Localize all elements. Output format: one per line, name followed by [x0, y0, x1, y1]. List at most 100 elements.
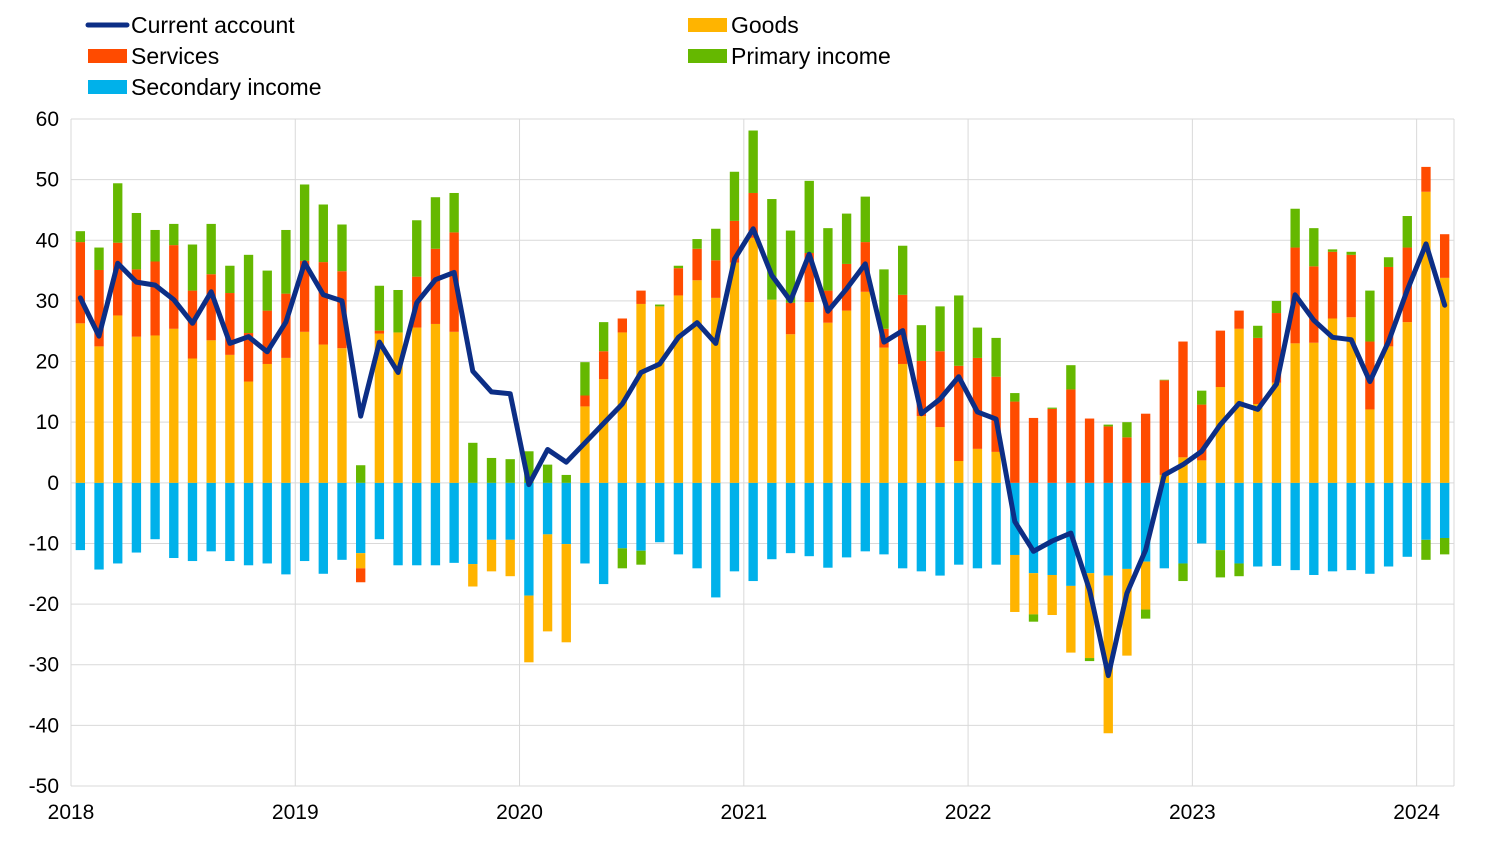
bar-services — [94, 269, 104, 347]
bar-secondary-income — [281, 482, 291, 575]
bar-goods — [524, 595, 534, 663]
bar-secondary-income — [823, 482, 833, 568]
bar-services — [113, 242, 123, 316]
bar-secondary-income — [1122, 482, 1132, 569]
bar-services — [1122, 437, 1132, 483]
bar-primary-income — [1271, 300, 1282, 314]
bar-secondary-income — [1365, 482, 1375, 574]
bar-secondary-income — [598, 482, 609, 585]
bar-services — [1084, 418, 1095, 483]
bar-primary-income — [412, 220, 422, 277]
bar-primary-income — [187, 244, 198, 291]
bar-goods — [412, 327, 422, 483]
bar-primary-income — [823, 228, 833, 291]
bar-services — [430, 248, 441, 324]
bar-primary-income — [486, 457, 497, 483]
bar-secondary-income — [1047, 482, 1057, 575]
legend-label: Secondary income — [131, 74, 322, 100]
bar-goods — [374, 333, 385, 483]
bar-primary-income — [1309, 228, 1319, 267]
bar-goods — [318, 344, 328, 483]
bar-services — [318, 262, 328, 345]
bar-goods — [879, 347, 889, 483]
legend-label: Goods — [731, 12, 799, 38]
y-tick-label: 30 — [36, 290, 59, 313]
y-tick-label: 20 — [36, 351, 59, 374]
bar-goods — [748, 237, 758, 483]
bar-secondary-income — [542, 482, 553, 535]
bar-goods — [1103, 575, 1113, 734]
bar-primary-income — [1215, 550, 1226, 578]
bar-secondary-income — [1103, 482, 1113, 576]
bar-secondary-income — [954, 482, 964, 565]
bar-secondary-income — [113, 482, 123, 564]
bar-goods — [393, 332, 403, 483]
bar-services — [1178, 341, 1188, 458]
bar-primary-income — [1402, 216, 1412, 248]
bar-primary-income — [1178, 563, 1188, 582]
bar-secondary-income — [374, 482, 385, 540]
bar-primary-income — [1197, 390, 1207, 405]
bar-goods — [785, 334, 796, 483]
bar-services — [1066, 389, 1076, 483]
bar-secondary-income — [879, 482, 889, 555]
legend-label: Current account — [131, 12, 295, 38]
bar-goods — [337, 348, 347, 483]
bar-secondary-income — [150, 482, 160, 540]
bar-primary-income — [524, 451, 534, 483]
bar-goods — [1028, 573, 1039, 615]
bar-primary-income — [561, 474, 571, 483]
bar-services — [1439, 234, 1450, 278]
bar-services — [1271, 313, 1282, 383]
y-tick-label: 50 — [36, 169, 59, 192]
bar-goods — [486, 539, 497, 572]
bar-services — [131, 269, 142, 337]
bar-secondary-income — [748, 482, 758, 582]
bar-goods — [187, 358, 198, 483]
legend-swatch-secondary-income — [88, 80, 127, 94]
bar-services — [356, 568, 366, 583]
bar-secondary-income — [299, 482, 310, 562]
bar-services — [954, 365, 964, 461]
bar-services — [1327, 251, 1338, 319]
bar-secondary-income — [1346, 482, 1356, 571]
bar-primary-income — [1028, 614, 1039, 622]
bar-goods — [243, 381, 254, 483]
bar-goods — [262, 363, 272, 483]
bar-secondary-income — [1439, 482, 1450, 538]
bar-services — [150, 261, 160, 336]
bar-goods — [1439, 277, 1450, 483]
current-account-line — [77, 226, 1448, 679]
bar-services — [673, 268, 684, 296]
bar-goods — [1140, 561, 1151, 610]
bar-goods — [94, 346, 104, 483]
bar-services — [169, 245, 179, 329]
bar-secondary-income — [1215, 482, 1226, 551]
bar-primary-income — [841, 213, 852, 264]
y-tick-label: 60 — [36, 108, 59, 131]
legend-label: Services — [131, 43, 219, 69]
bar-secondary-income — [1383, 482, 1394, 567]
x-axis: 2018 2019 2020 2021 2022 2023 2024 — [48, 801, 1441, 824]
bar-goods — [561, 544, 571, 643]
bar-primary-income — [1327, 249, 1338, 252]
bar-secondary-income — [505, 482, 515, 540]
bar-services — [991, 376, 1001, 452]
bar-goods — [972, 448, 983, 483]
bar-goods — [449, 331, 459, 483]
bar-secondary-income — [935, 482, 945, 576]
x-tick-label: 2020 — [496, 801, 543, 824]
bar-goods — [113, 315, 123, 483]
bar-services — [935, 351, 945, 428]
bar-primary-income — [430, 197, 441, 249]
bar-secondary-income — [1178, 482, 1188, 564]
bar-primary-income — [542, 464, 553, 483]
bar-secondary-income — [561, 482, 571, 545]
bar-primary-income — [505, 459, 515, 483]
bar-goods — [804, 302, 814, 483]
bar-goods — [356, 553, 366, 569]
bar-secondary-income — [655, 482, 665, 543]
bar-primary-income — [673, 265, 684, 269]
bar-secondary-income — [393, 482, 403, 566]
bar-goods — [598, 379, 609, 483]
